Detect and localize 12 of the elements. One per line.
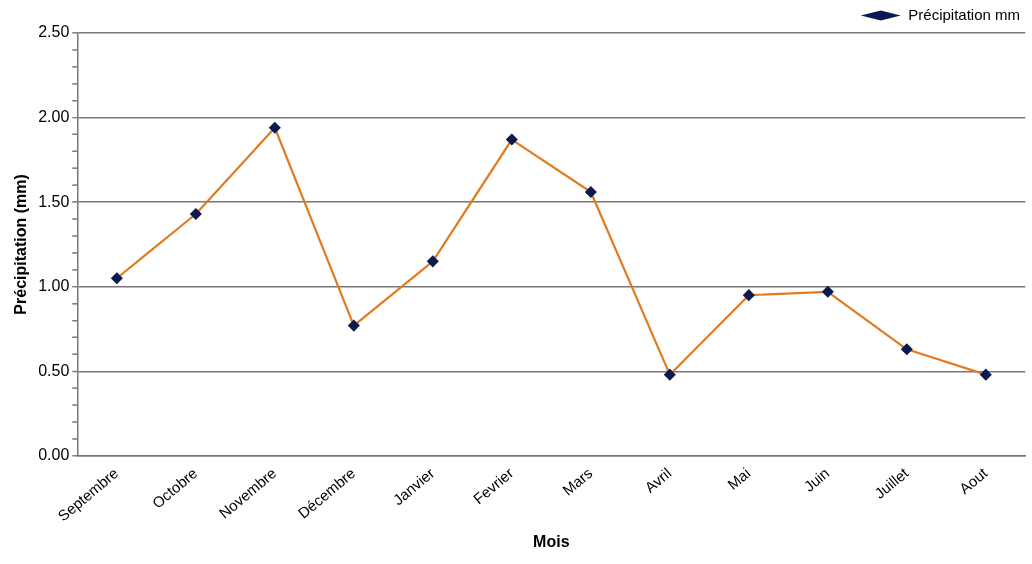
x-tick-label: Juin xyxy=(800,464,833,495)
y-tick-label: 1.50 xyxy=(38,192,70,210)
legend-label: Précipitation mm xyxy=(908,5,1020,23)
y-tick-label: 1.00 xyxy=(38,277,70,295)
y-tick-label: 2.00 xyxy=(38,107,70,125)
x-axis-title: Mois xyxy=(533,532,570,550)
y-tick-label: 0.00 xyxy=(38,446,70,464)
y-tick-label: 0.50 xyxy=(38,361,70,379)
y-tick-label: 2.50 xyxy=(38,23,70,41)
x-tick-label: Mai xyxy=(723,464,754,493)
y-axis-title: Précipitation (mm) xyxy=(12,174,30,315)
x-tick-label: Mars xyxy=(558,464,596,499)
